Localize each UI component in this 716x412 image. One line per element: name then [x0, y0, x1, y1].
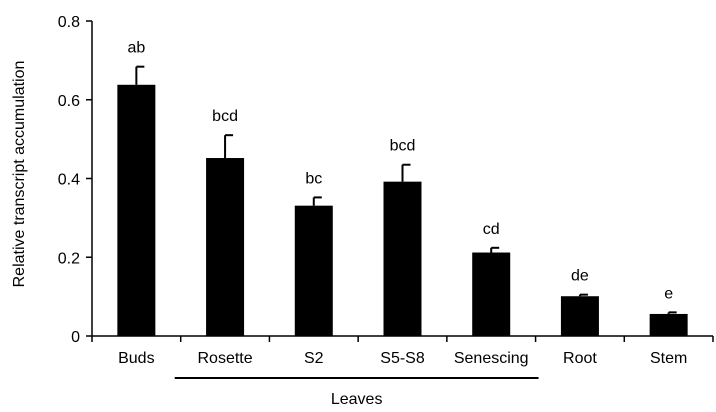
leaves-group: Leaves: [174, 377, 539, 408]
category-label: Rosette: [198, 350, 253, 367]
y-axis: 0 0.2 0.4 0.6 0.8: [58, 14, 93, 346]
category-label: Senescing: [454, 350, 529, 367]
significance-labels: ab bcd bc bcd cd de e: [127, 40, 673, 303]
category-label: Root: [563, 350, 597, 367]
significance-label: ab: [127, 40, 145, 57]
category-labels: Buds Rosette S2 S5-S8 Senescing Root Stem: [118, 350, 687, 367]
y-tick-label: 0.4: [58, 172, 80, 189]
bar-root: [560, 296, 599, 336]
bar-stem: [649, 313, 688, 336]
significance-label: bcd: [390, 138, 416, 155]
y-tick-label: 0: [71, 329, 80, 346]
category-label: Stem: [650, 350, 687, 367]
y-tick-label: 0.2: [58, 250, 80, 267]
significance-label: de: [571, 268, 589, 285]
y-axis-title: Relative transcript accumulation: [11, 61, 28, 288]
significance-label: e: [664, 285, 673, 302]
bar-senescing: [472, 252, 511, 336]
bar-buds: [117, 84, 156, 336]
significance-label: cd: [483, 221, 500, 238]
x-axis: [91, 335, 714, 342]
leaves-group-label: Leaves: [331, 391, 383, 408]
category-label: S2: [304, 350, 324, 367]
y-tick-label: 0.8: [58, 14, 80, 31]
bars: [117, 84, 688, 336]
bar-rosette: [206, 158, 245, 336]
significance-label: bcd: [212, 108, 238, 125]
category-label: Buds: [118, 350, 154, 367]
significance-label: bc: [305, 170, 322, 187]
error-bars: [135, 65, 677, 314]
category-label: S5-S8: [380, 350, 425, 367]
bar-s5-s8: [383, 181, 422, 336]
bar-s2: [294, 205, 333, 336]
y-tick-label: 0.6: [58, 93, 80, 110]
